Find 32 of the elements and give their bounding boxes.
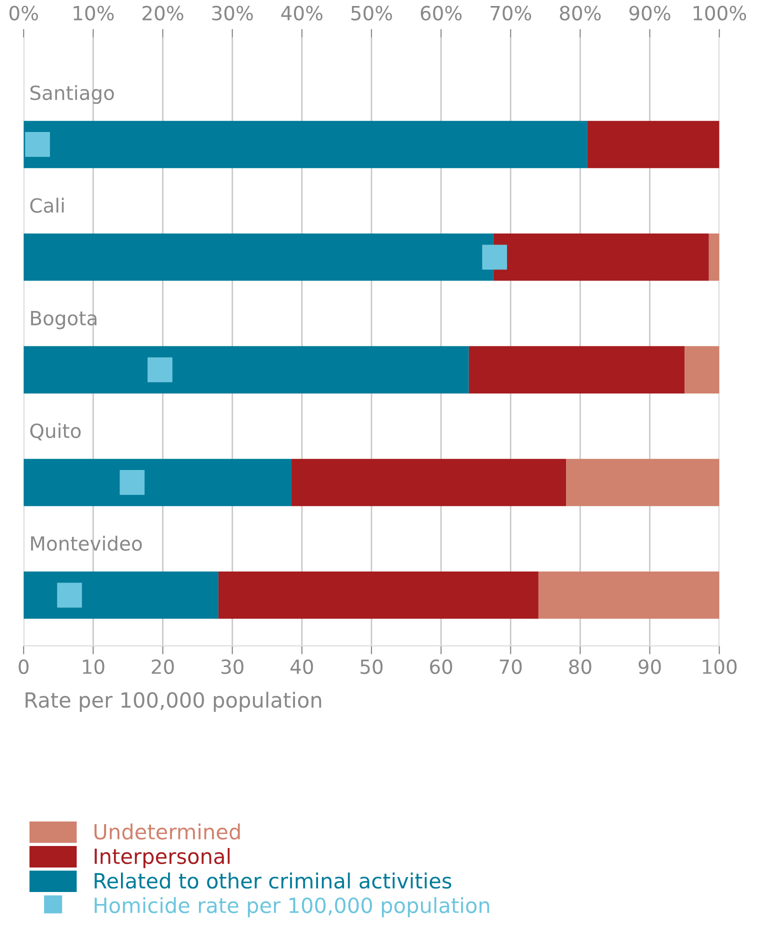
- x2-tick-label: 60%: [420, 6, 462, 20]
- y-tick-label: Cali: [30, 198, 64, 213]
- x-tick-label: 40: [290, 659, 313, 674]
- x2-tick-label: 0%: [9, 6, 38, 20]
- x-tick-label: 80: [569, 659, 592, 674]
- x-tick-label: 60: [430, 659, 452, 674]
- y-tick-label: Montevideo: [31, 536, 142, 551]
- y-tick-label: Santiago: [30, 85, 114, 104]
- legend-label: Interpersonal: [94, 848, 230, 868]
- x2-tick-label: 90%: [629, 6, 670, 20]
- x2-tick-label: 10%: [74, 6, 114, 20]
- x2-tick-label: 100%: [694, 6, 746, 20]
- x-tick-label: 10: [82, 659, 104, 674]
- legend-label: Related to other criminal activities: [94, 872, 452, 889]
- x-tick-label: 30: [221, 659, 244, 674]
- y-tick-label: Bogota: [31, 311, 96, 330]
- x-tick-label: 90: [638, 659, 661, 674]
- x-tick-label: 0: [18, 659, 29, 674]
- x-tick-label: 70: [500, 659, 522, 674]
- x-tick-label: 50: [360, 659, 383, 674]
- x-tick-label: 20: [152, 659, 174, 674]
- legend-label: Homicide rate per 100,000 population: [94, 897, 490, 918]
- x-tick-label: 100: [702, 659, 737, 674]
- x2-tick-label: 70%: [490, 6, 532, 20]
- x-axis-title: Rate per 100,000 population: [26, 692, 322, 712]
- legend-label: Undetermined: [94, 823, 240, 840]
- x2-tick-label: 40%: [281, 6, 322, 20]
- x2-tick-label: 30%: [212, 6, 253, 20]
- x2-tick-label: 80%: [560, 6, 601, 20]
- x2-tick-label: 20%: [142, 6, 184, 20]
- x2-tick-label: 50%: [351, 6, 392, 20]
- y-tick-label: Quito: [30, 423, 81, 440]
